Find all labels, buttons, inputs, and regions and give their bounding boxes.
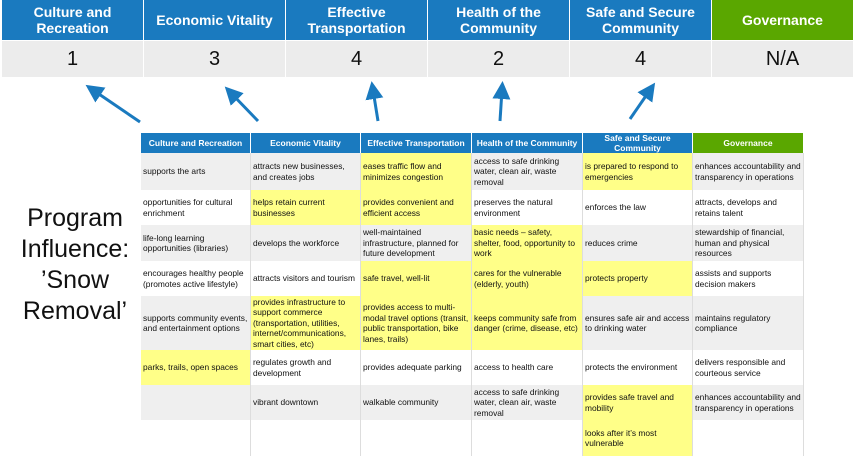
table-cell: protects the environment	[583, 350, 693, 385]
table-cell: provides convenient and efficient access	[361, 190, 472, 225]
table-header: Culture and Recreation	[141, 133, 251, 153]
arrow-icon	[628, 82, 656, 120]
table-cell: attracts new businesses, and creates job…	[251, 153, 361, 190]
table-cell	[141, 385, 251, 420]
table-cell: enhances accountability and transparency…	[693, 385, 804, 420]
table-cell: enhances accountability and transparency…	[693, 153, 804, 190]
table-cell: maintains regulatory compliance	[693, 296, 804, 350]
table-cell: helps retain current businesses	[251, 190, 361, 225]
table-cell: ensures safe air and access to drinking …	[583, 296, 693, 350]
table-cell: provides access to multi-modal travel op…	[361, 296, 472, 350]
table-cell: parks, trails, open spaces	[141, 350, 251, 385]
table-cell: supports community events, and entertain…	[141, 296, 251, 350]
influence-table: Culture and Recreation Economic Vitality E…	[141, 133, 804, 456]
table-cell: provides safe travel and mobility	[583, 385, 693, 420]
category-header: Safe and Secure Community	[570, 0, 712, 40]
table-header: Economic Vitality	[251, 133, 361, 153]
table-cell: life-long learning opportunities (librar…	[141, 225, 251, 261]
table-cell	[693, 420, 804, 456]
table-cell: reduces crime	[583, 225, 693, 261]
table-cell: develops the workforce	[251, 225, 361, 261]
table-header: Governance	[693, 133, 804, 153]
category-header: Effective Transportation	[286, 0, 428, 40]
category-header: Economic Vitality	[144, 0, 286, 40]
table-cell: vibrant downtown	[251, 385, 361, 420]
score-summary: Culture and Recreation 1 Economic Vitality…	[2, 0, 857, 77]
table-cell	[251, 420, 361, 456]
arrow-icon	[365, 81, 384, 122]
category-score: 4	[286, 40, 428, 77]
table-cell: regulates growth and development	[251, 350, 361, 385]
table-cell: stewardship of financial, human and phys…	[693, 225, 804, 261]
table-cell	[472, 420, 583, 456]
table-cell: is prepared to respond to emergencies	[583, 153, 693, 190]
table-cell: access to safe drinking water, clean air…	[472, 385, 583, 420]
table-cell: basic needs – safety, shelter, food, opp…	[472, 225, 583, 261]
table-cell: provides adequate parking	[361, 350, 472, 385]
table-cell: encourages healthy people (promotes acti…	[141, 261, 251, 296]
table-cell: safe travel, well-lit	[361, 261, 472, 296]
category-score: 4	[570, 40, 712, 77]
table-cell: well-maintained infrastructure, planned …	[361, 225, 472, 261]
category-header: Culture and Recreation	[2, 0, 144, 40]
table-cell: access to safe drinking water, clean air…	[472, 153, 583, 190]
table-cell: access to health care	[472, 350, 583, 385]
category-score: 1	[2, 40, 144, 77]
table-cell: attracts, develops and retains talent	[693, 190, 804, 225]
category-score: 2	[428, 40, 570, 77]
table-header: Effective Transportation	[361, 133, 472, 153]
table-cell	[361, 420, 472, 456]
table-cell: opportunities for cultural enrichment	[141, 190, 251, 225]
table-cell: keeps community safe from danger (crime,…	[472, 296, 583, 350]
program-influence-label: Program Influence: ’Snow Removal’	[20, 204, 130, 325]
table-cell: delivers responsible and courteous servi…	[693, 350, 804, 385]
table-cell	[141, 420, 251, 456]
category-header: Health of the Community	[428, 0, 570, 40]
arrow-icon	[85, 84, 141, 124]
table-cell: assists and supports decision makers	[693, 261, 804, 296]
arrow-icon	[224, 86, 260, 123]
category-score: N/A	[712, 40, 854, 77]
table-cell: eases traffic flow and minimizes congest…	[361, 153, 472, 190]
table-header: Health of the Community	[472, 133, 583, 153]
table-cell: cares for the vulnerable (elderly, youth…	[472, 261, 583, 296]
table-cell: looks after it’s most vulnerable	[583, 420, 693, 456]
arrow-icon	[492, 81, 511, 122]
table-cell: provides infrastructure to support comme…	[251, 296, 361, 350]
table-cell: enforces the law	[583, 190, 693, 225]
table-cell: protects property	[583, 261, 693, 296]
table-header: Safe and Secure Community	[583, 133, 693, 153]
table-cell: attracts visitors and tourism	[251, 261, 361, 296]
category-score: 3	[144, 40, 286, 77]
table-cell: supports the arts	[141, 153, 251, 190]
category-header: Governance	[712, 0, 854, 40]
table-cell: walkable community	[361, 385, 472, 420]
table-cell: preserves the natural environment	[472, 190, 583, 225]
